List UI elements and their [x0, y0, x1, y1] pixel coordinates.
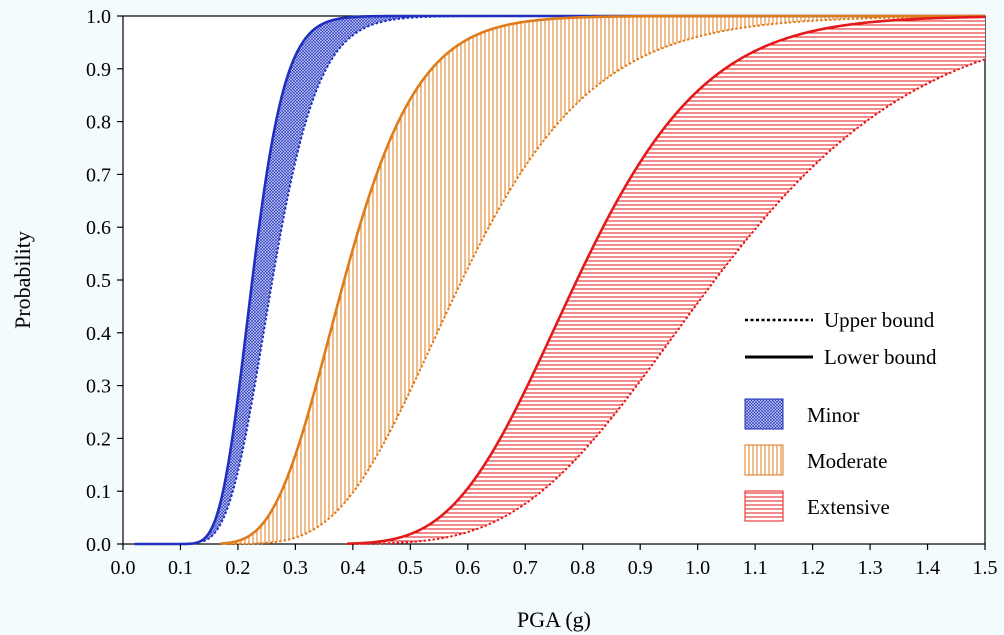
y-tick-label: 0.0: [86, 534, 111, 556]
y-tick-label: 1.0: [86, 6, 111, 28]
x-tick-label: 0.8: [570, 557, 595, 579]
band-fills: [134, 16, 986, 544]
y-axis-title: Probability: [10, 231, 35, 329]
extensive-band: [347, 16, 985, 544]
extensive-lower-bound-line: [347, 15, 986, 545]
legend-swatch-moderate: [744, 444, 784, 476]
x-tick-label: 1.3: [858, 557, 883, 579]
legend-swatch-minor: [744, 398, 784, 430]
x-tick-label: 0.5: [398, 557, 423, 579]
legend-label: Upper bound: [824, 308, 935, 332]
x-tick-label: 0.6: [455, 557, 480, 579]
x-tick-label: 0.9: [628, 557, 653, 579]
x-tick-label: 1.5: [973, 557, 998, 579]
bound-curves: [134, 14, 986, 546]
y-tick-label: 0.8: [86, 112, 111, 134]
x-tick-label: 1.2: [800, 557, 825, 579]
y-tick-label: 0.5: [86, 270, 111, 292]
legend: Upper bound Lower bound Minor Moderate Exten…: [744, 308, 937, 522]
y-tick-label: 0.3: [86, 376, 111, 398]
moderate-upper-bound-line: [220, 15, 986, 545]
x-tick-label: 0.0: [111, 557, 136, 579]
y-tick-label: 0.6: [86, 217, 111, 239]
x-tick-label: 1.1: [743, 557, 768, 579]
y-tick-label: 0.9: [86, 59, 111, 81]
x-tick-label: 0.1: [168, 557, 193, 579]
x-axis-title: PGA (g): [517, 607, 591, 632]
legend-swatch-extensive: [744, 490, 784, 522]
y-tick-label: 0.7: [86, 164, 111, 186]
legend-label: Minor: [807, 403, 860, 427]
x-tick-label: 0.7: [513, 557, 538, 579]
x-tick-label: 1.0: [685, 557, 710, 579]
legend-label: Extensive: [807, 495, 890, 519]
y-tick-label: 0.4: [86, 323, 111, 345]
moderate-lower-bound-line: [220, 14, 985, 545]
x-tick-label: 1.4: [915, 557, 940, 579]
y-tick-label: 0.2: [86, 428, 111, 450]
y-tick-label: 0.1: [86, 481, 111, 503]
extensive-upper-bound-line: [347, 58, 986, 545]
axis-ticks: 0.0 0.1 0.2 0.3 0.4 0.5 0.6 0.7 0.8 0.9 1.0 1.1 1.2 1…: [86, 6, 998, 579]
legend-label: Lower bound: [824, 345, 937, 369]
x-tick-label: 0.3: [283, 557, 308, 579]
legend-label: Moderate: [807, 449, 887, 473]
x-tick-label: 0.2: [225, 557, 250, 579]
moderate-band: [220, 16, 985, 544]
x-tick-label: 0.4: [340, 557, 365, 579]
